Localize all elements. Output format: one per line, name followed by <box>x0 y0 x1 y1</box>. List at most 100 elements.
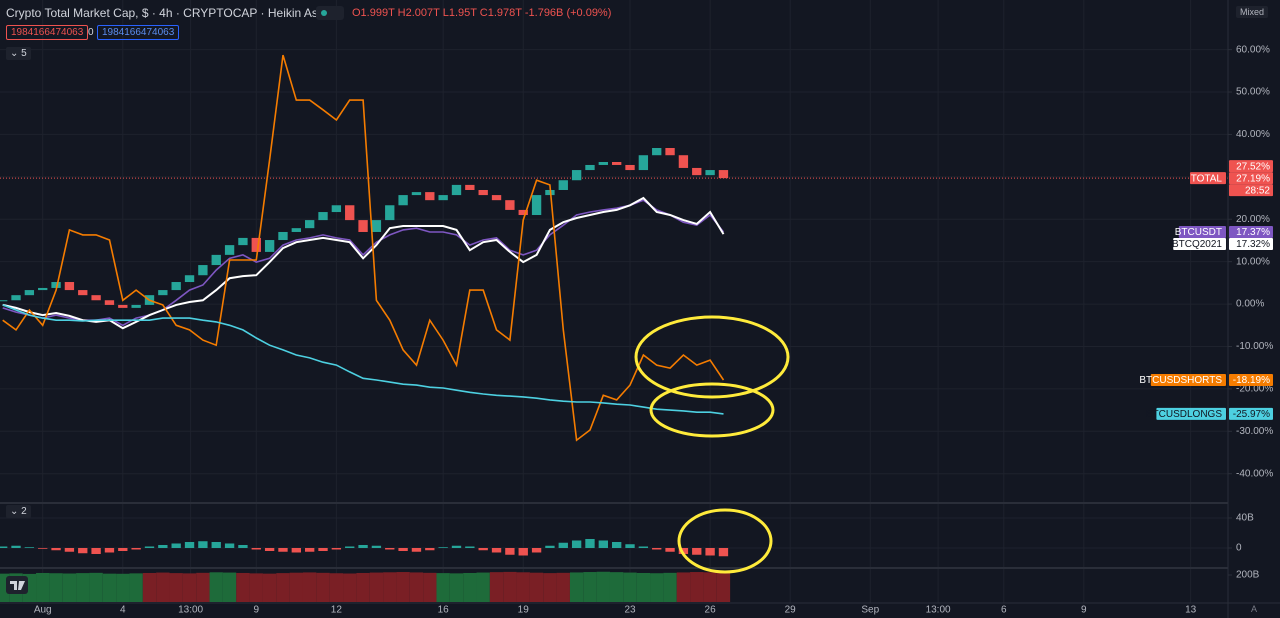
series-name-tag <box>1156 407 1226 420</box>
bar <box>62 573 77 602</box>
series-name: TOTAL <box>1191 173 1223 184</box>
bar <box>222 572 237 602</box>
x-tick-label: 26 <box>705 605 717 616</box>
price-tag-label: -18.19% <box>1233 375 1270 386</box>
x-tick-label: 13:00 <box>178 605 203 616</box>
candle <box>318 212 328 221</box>
x-tick-label: Sep <box>861 605 879 616</box>
bar <box>489 572 504 602</box>
candle <box>491 195 502 201</box>
bar <box>102 573 117 602</box>
candle <box>104 300 115 305</box>
series-name: BTCUSDT <box>1175 227 1222 238</box>
bar <box>385 547 395 550</box>
bar <box>676 572 691 602</box>
price-tag <box>1229 172 1273 185</box>
candle <box>238 237 248 246</box>
bar <box>198 541 208 548</box>
auto-scale[interactable]: A <box>1251 604 1258 614</box>
candle <box>24 290 35 296</box>
candle <box>91 295 101 301</box>
series-name: BTCQ2021 <box>1172 239 1222 250</box>
bar <box>491 547 502 553</box>
x-tick-label: Aug <box>34 605 52 616</box>
x-tick-label: 9 <box>253 605 259 616</box>
bar <box>184 541 195 548</box>
bar <box>118 547 128 551</box>
bar <box>638 546 649 548</box>
bar <box>262 573 277 602</box>
bar <box>596 571 610 602</box>
candle <box>78 290 88 296</box>
bar <box>718 547 729 557</box>
x-tick-label: 29 <box>785 605 797 616</box>
bar <box>636 572 651 602</box>
candle <box>331 205 342 213</box>
input-value: 0 <box>88 27 94 38</box>
bar <box>182 573 197 602</box>
highlight-ellipse <box>677 508 773 574</box>
bar <box>516 572 530 602</box>
bar <box>91 547 101 554</box>
candle <box>585 164 595 171</box>
price-tag-label: 28:52 <box>1245 185 1270 196</box>
x-tick-label: 13 <box>1185 605 1197 616</box>
bar <box>465 546 475 548</box>
input-box[interactable]: 1984166474063 <box>6 25 89 40</box>
input-box[interactable]: 1984166474063 <box>97 25 180 40</box>
series-line <box>2 54 725 442</box>
bar <box>131 547 141 550</box>
bar <box>503 571 517 602</box>
y-tick-label: 40.00% <box>1236 129 1270 140</box>
bar <box>438 547 448 548</box>
y-tick-label: 50.00% <box>1236 87 1270 98</box>
bar <box>278 547 288 552</box>
candle <box>171 282 181 291</box>
pane-collapse[interactable]: ⌄ 2 <box>6 505 31 518</box>
candle <box>264 240 275 252</box>
bar <box>371 545 382 548</box>
bar <box>571 540 582 548</box>
series-line <box>2 196 725 330</box>
bar <box>383 572 397 602</box>
bar <box>692 547 702 555</box>
pane-count: 2 <box>21 506 27 517</box>
bar <box>209 572 223 602</box>
price-tag-label: 27.52% <box>1236 161 1270 172</box>
highlight-ellipse <box>649 382 775 438</box>
bar <box>116 573 130 602</box>
bar <box>705 547 715 556</box>
candle <box>251 237 261 252</box>
candle <box>198 265 208 276</box>
price-tag-label: 27.19% <box>1236 173 1270 184</box>
visibility-toggle[interactable] <box>316 6 344 20</box>
x-tick-label: 4 <box>120 605 126 616</box>
x-tick-label: 16 <box>438 605 450 616</box>
bar <box>463 572 477 602</box>
pane-collapse[interactable]: ⌄ 5 <box>6 47 31 60</box>
scale-mode[interactable]: Mixed <box>1236 6 1269 18</box>
candle <box>0 300 8 302</box>
bar <box>650 573 664 602</box>
x-tick-label: 6 <box>1001 605 1007 616</box>
bar <box>398 547 408 551</box>
pane-count: 5 <box>21 48 27 59</box>
bar <box>129 573 143 602</box>
candle <box>625 164 635 171</box>
price-tag <box>1229 373 1273 386</box>
bar <box>0 573 10 602</box>
bar <box>156 572 170 602</box>
candle <box>184 275 195 283</box>
y-tick-label: 0 <box>1236 543 1242 554</box>
candle <box>665 148 675 156</box>
candle <box>438 195 448 201</box>
bar <box>78 547 88 554</box>
bar <box>531 547 542 553</box>
candle <box>638 155 649 171</box>
bar <box>304 547 315 552</box>
series-name: BTCUSDSHORTS <box>1139 375 1222 386</box>
candle <box>505 200 515 210</box>
bar <box>411 547 422 552</box>
candle <box>11 295 21 301</box>
